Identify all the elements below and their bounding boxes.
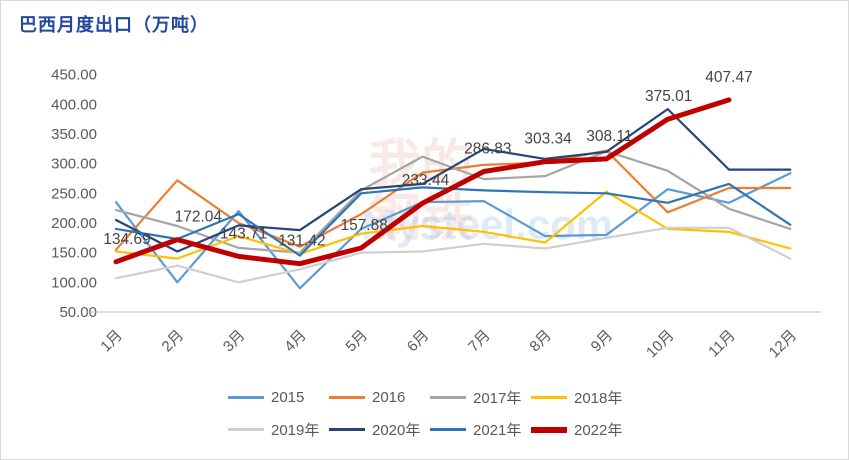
data-label: 286.83 [464, 141, 511, 158]
series-line-2020年 [114, 107, 792, 253]
legend-label: 2022年 [574, 422, 623, 439]
legend-item-2017年: 2017年 [430, 387, 531, 408]
legend-swatch [329, 396, 365, 399]
series-line-2022年 [113, 97, 732, 267]
y-tick-label: 450.00 [51, 67, 97, 84]
x-tick-label: 11月 [705, 327, 739, 361]
data-label: 308.11 [586, 128, 632, 145]
data-label: 303.34 [524, 131, 572, 148]
legend-label: 2021年 [473, 422, 522, 439]
legend-label: 2020年 [372, 422, 421, 439]
legend-row-1: 2015 2016 2017年 2018年 [228, 387, 632, 408]
data-label: 233.44 [402, 172, 450, 189]
y-tick-label: 200.00 [51, 215, 97, 232]
legend-item-2021年: 2021年 [430, 419, 531, 440]
legend-item-2016: 2016 [329, 387, 430, 408]
series-line-2015 [114, 172, 792, 290]
legend-label: 2019年 [271, 422, 320, 439]
legend-swatch [430, 396, 466, 399]
legend-row-2: 2019年 2020年 2021年 2022年 [228, 419, 632, 440]
x-tick-label: 12月 [766, 327, 800, 361]
data-label: 134.69 [103, 231, 150, 248]
x-tick-label: 4月 [281, 327, 310, 356]
legend-label: 2018年 [574, 390, 623, 407]
legend-label: 2015 [271, 389, 305, 406]
y-tick-label: 400.00 [51, 96, 97, 113]
data-label: 131.42 [278, 233, 325, 250]
data-label: 143.71 [220, 225, 267, 242]
x-tick-label: 6月 [404, 327, 433, 356]
y-tick-label: 300.00 [51, 156, 97, 173]
y-tick-label: 50.00 [59, 304, 97, 321]
legend-label: 2017年 [473, 390, 522, 407]
legend-item-2022年: 2022年 [531, 419, 632, 440]
legend-swatch [329, 428, 365, 431]
legend-swatch [228, 396, 264, 399]
x-tick-label: 5月 [343, 327, 372, 356]
legend-item-2015: 2015 [228, 387, 329, 408]
x-tick-label: 7月 [465, 327, 494, 356]
y-tick-label: 250.00 [51, 185, 97, 202]
series-line-2019年 [114, 226, 792, 284]
legend-swatch [228, 428, 264, 431]
y-tick-label: 350.00 [51, 126, 97, 143]
legend-item-2020年: 2020年 [329, 419, 430, 440]
data-label: 172.04 [175, 209, 223, 226]
x-tick-label: 1月 [97, 327, 126, 356]
series-line-2017年 [114, 150, 792, 254]
y-tick-label: 150.00 [51, 245, 97, 262]
data-label: 157.88 [340, 217, 387, 234]
legend-swatch [531, 426, 567, 433]
legend-label: 2016 [372, 389, 406, 406]
legend-item-2019年: 2019年 [228, 419, 329, 440]
x-tick-label: 8月 [526, 327, 555, 356]
legend-item-2018年: 2018年 [531, 387, 632, 408]
chart-title: 巴西月度出口（万吨） [19, 15, 209, 35]
x-tick-label: 3月 [220, 327, 249, 356]
data-label: 375.01 [645, 88, 692, 105]
x-tick-label: 9月 [588, 327, 617, 356]
data-label: 407.47 [705, 69, 752, 86]
x-tick-label: 10月 [643, 327, 677, 361]
y-tick-label: 100.00 [51, 274, 97, 291]
legend-swatch [430, 428, 466, 431]
x-tick-label: 2月 [159, 327, 188, 356]
legend-swatch [531, 396, 567, 399]
series-line-2018年 [114, 190, 792, 260]
